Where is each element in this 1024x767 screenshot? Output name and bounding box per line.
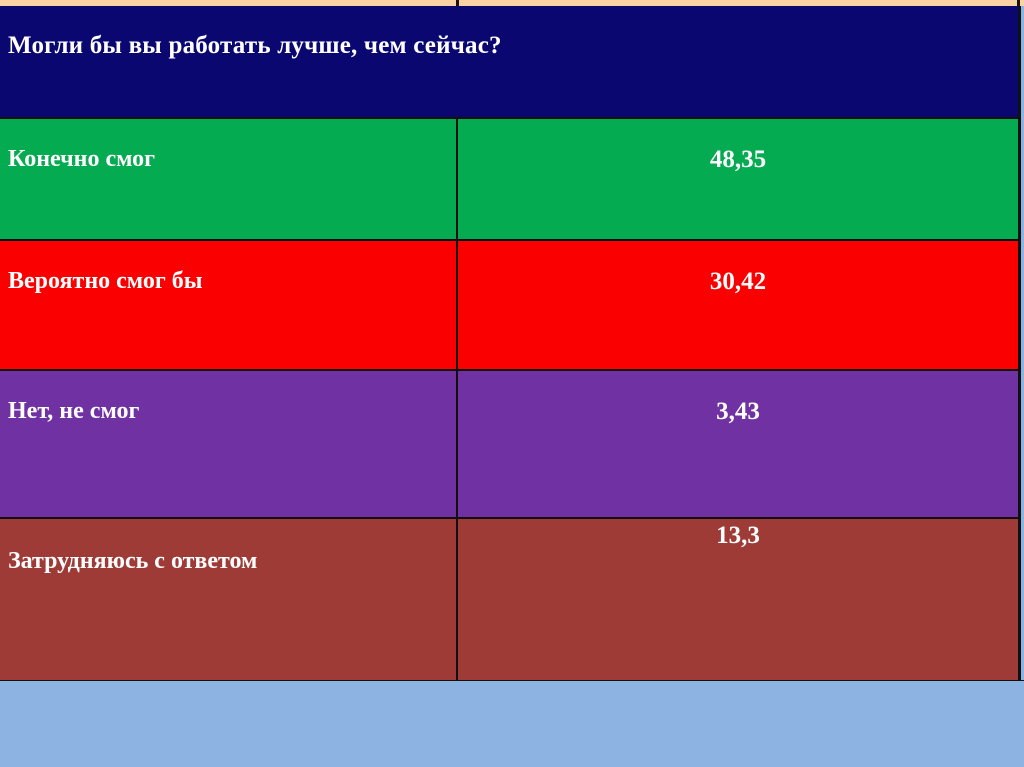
answer-row-hard-to-answer: Затрудняюсь с ответом 13,3 (0, 517, 1018, 680)
answer-row-probably-could: Вероятно смог бы 30,42 (0, 239, 1018, 369)
answer-label: Конечно смог (0, 119, 458, 239)
answer-value: 3,43 (716, 398, 760, 425)
answer-row-could-not: Нет, не смог 3,43 (0, 369, 1018, 517)
question-text: Могли бы вы работать лучше, чем сейчас? (8, 32, 502, 59)
answer-value: 48,35 (709, 146, 767, 173)
question-row: Могли бы вы работать лучше, чем сейчас? (0, 6, 1018, 117)
column-divider-mark (456, 0, 459, 6)
slide-footer-background (0, 680, 1024, 767)
answer-label: Вероятно смог бы (0, 241, 458, 369)
answer-label: Нет, не смог (0, 371, 458, 517)
answer-label: Затрудняюсь с ответом (0, 519, 458, 680)
answer-value: 30,42 (709, 268, 767, 295)
survey-table: Могли бы вы работать лучше, чем сейчас? … (0, 6, 1021, 680)
answer-value: 13,3 (716, 522, 760, 549)
slide-top-margin (0, 0, 1024, 6)
answer-row-certainly-could: Конечно смог 48,35 (0, 117, 1018, 239)
table-right-edge-mark (1017, 0, 1020, 6)
